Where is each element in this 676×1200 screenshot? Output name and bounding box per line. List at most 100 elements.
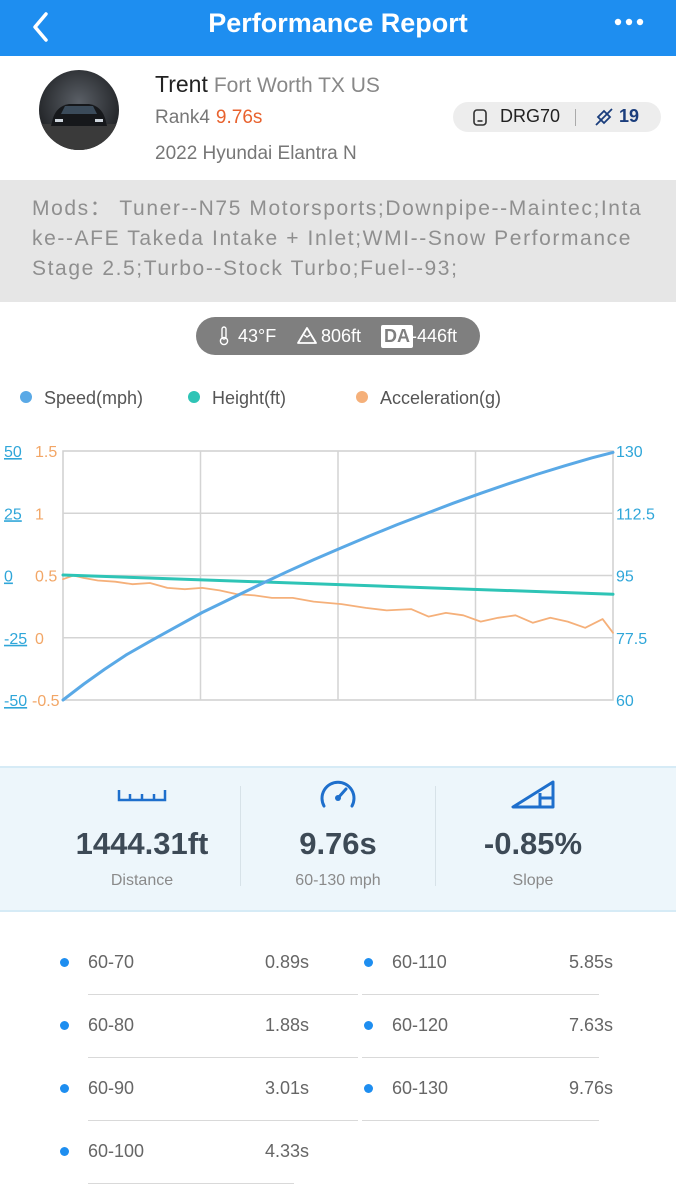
stats-panel: 1444.31ft Distance 9.76s 60-130 mph -0.8…: [0, 766, 676, 912]
split-time: 3.01s: [265, 1078, 310, 1098]
mods-text: Mods： Tuner--N75 Motorsports;Downpipe--M…: [32, 197, 643, 280]
driver-location: Fort Worth TX US: [213, 74, 380, 97]
speed-axis-tick: 77.5: [616, 631, 647, 648]
split-times-list: 60-70 0.89s 60-80 1.88s 60-90 3.01s 60-1…: [0, 930, 676, 1200]
row-divider: [88, 1183, 294, 1184]
car-photo-icon: [39, 70, 119, 150]
slope-label: Slope: [512, 872, 554, 889]
legend-accel-label: Acceleration(g): [380, 388, 502, 408]
driver-name: Trent: [155, 71, 208, 97]
list-item: 60-130 9.76s: [364, 1056, 662, 1119]
avatar[interactable]: [39, 70, 119, 150]
split-range: 60-80: [88, 1015, 135, 1035]
stat-divider: [435, 786, 436, 886]
accel-axis-tick: 1: [35, 506, 44, 523]
bullet-icon: [364, 1084, 373, 1093]
legend-acceleration: Acceleration(g): [356, 388, 501, 409]
slope-icon: [511, 780, 555, 809]
legend-accel-dot: [356, 391, 368, 403]
bullet-icon: [60, 1147, 69, 1156]
elevation: 806ft: [321, 326, 362, 346]
split-range: 60-110: [392, 952, 447, 972]
elapsed-time-label: 60-130 mph: [295, 872, 381, 889]
speed-series-line: [61, 450, 615, 702]
ruler-icon: [117, 790, 167, 802]
row-divider: [88, 994, 358, 995]
height-axis-tick: 0: [4, 569, 13, 586]
bullet-icon: [60, 958, 69, 967]
back-arrow-icon[interactable]: [26, 8, 66, 48]
height-axis-tick: 25: [4, 506, 22, 523]
device-badge[interactable]: DRG70 19: [453, 102, 661, 132]
split-time: 7.63s: [569, 1015, 614, 1035]
row-divider: [362, 994, 599, 995]
vehicle-name: 2022 Hyundai Elantra N: [155, 143, 357, 164]
acceleration-series-line: [62, 574, 614, 634]
profile-section: Trent Fort Worth TX US Rank4 9.76s 2022 Hy…: [0, 56, 676, 180]
device-name: DRG70: [500, 106, 561, 126]
accel-axis-tick: 0.5: [35, 569, 57, 586]
page-title: Performance Report: [208, 8, 468, 38]
device-icon: [473, 109, 487, 126]
rank-time: 9.76s: [215, 107, 263, 128]
legend-speed-label: Speed(mph): [44, 388, 144, 408]
legend-height: Height(ft): [188, 388, 286, 409]
speed-axis-tick: 95: [616, 569, 634, 586]
satellite-icon: [595, 108, 613, 126]
density-altitude: -446ft: [411, 326, 458, 346]
performance-chart: 50 25 0 -25 -50 1.5 1 0.5 0 -0.5 130 112.5 95 77.5 60: [4, 444, 655, 710]
row-divider: [362, 1120, 599, 1121]
split-range: 60-70: [88, 952, 135, 972]
split-time: 0.89s: [265, 952, 310, 972]
legend-height-label: Height(ft): [212, 388, 287, 408]
accel-axis-tick: 1.5: [35, 444, 57, 461]
speed-axis-tick: 60: [616, 693, 634, 710]
split-time: 5.85s: [569, 952, 614, 972]
rank-label: Rank4: [155, 107, 210, 128]
distance-label: Distance: [110, 872, 174, 889]
bullet-icon: [60, 1021, 69, 1030]
split-time: 1.88s: [265, 1015, 310, 1035]
accel-axis-tick: 0: [35, 631, 44, 648]
height-axis-tick: 50: [4, 444, 22, 461]
row-divider: [88, 1057, 358, 1058]
list-item: 60-120 7.63s: [364, 993, 662, 1056]
split-range: 60-120: [392, 1015, 449, 1035]
list-item: 60-90 3.01s: [60, 1056, 358, 1121]
split-time: 4.33s: [265, 1141, 310, 1161]
more-options-icon[interactable]: [604, 10, 654, 34]
list-item: 60-70 0.89s: [60, 930, 358, 995]
conditions-pill: 43°F 806ft DA -446ft: [196, 317, 480, 355]
stat-slope: -0.85% Slope: [423, 768, 643, 910]
bullet-icon: [364, 958, 373, 967]
height-axis-tick: -25: [4, 631, 27, 648]
legend-speed-dot: [20, 391, 32, 403]
stat-time: 9.76s 60-130 mph: [228, 768, 448, 910]
stat-distance: 1444.31ft Distance: [32, 768, 252, 910]
elapsed-time-value: 9.76s: [299, 826, 377, 861]
accel-axis-tick: -0.5: [32, 693, 60, 710]
split-time: 9.76s: [569, 1078, 614, 1098]
legend-height-dot: [188, 391, 200, 403]
speed-axis-tick: 130: [616, 444, 643, 461]
satellite-count: 19: [619, 106, 640, 126]
badge-divider: [575, 109, 576, 126]
distance-value: 1444.31ft: [75, 826, 209, 861]
list-item: 60-110 5.85s: [364, 930, 662, 993]
split-range: 60-130: [392, 1078, 449, 1098]
list-item: 60-80 1.88s: [60, 993, 358, 1058]
thermometer-icon: [219, 326, 229, 346]
bullet-icon: [364, 1021, 373, 1030]
mountain-icon: [297, 327, 317, 344]
row-divider: [362, 1057, 599, 1058]
nav-bar: Performance Report: [0, 0, 676, 56]
height-axis-tick: -50: [4, 693, 27, 710]
row-divider: [88, 1120, 358, 1121]
bullet-icon: [60, 1084, 69, 1093]
density-altitude-badge: DA: [381, 325, 413, 348]
legend-speed: Speed(mph): [20, 388, 143, 409]
height-series-line: [61, 573, 615, 596]
temperature: 43°F: [238, 326, 277, 346]
split-range: 60-90: [88, 1078, 135, 1098]
driver-name-line: Trent Fort Worth TX US: [155, 71, 380, 98]
